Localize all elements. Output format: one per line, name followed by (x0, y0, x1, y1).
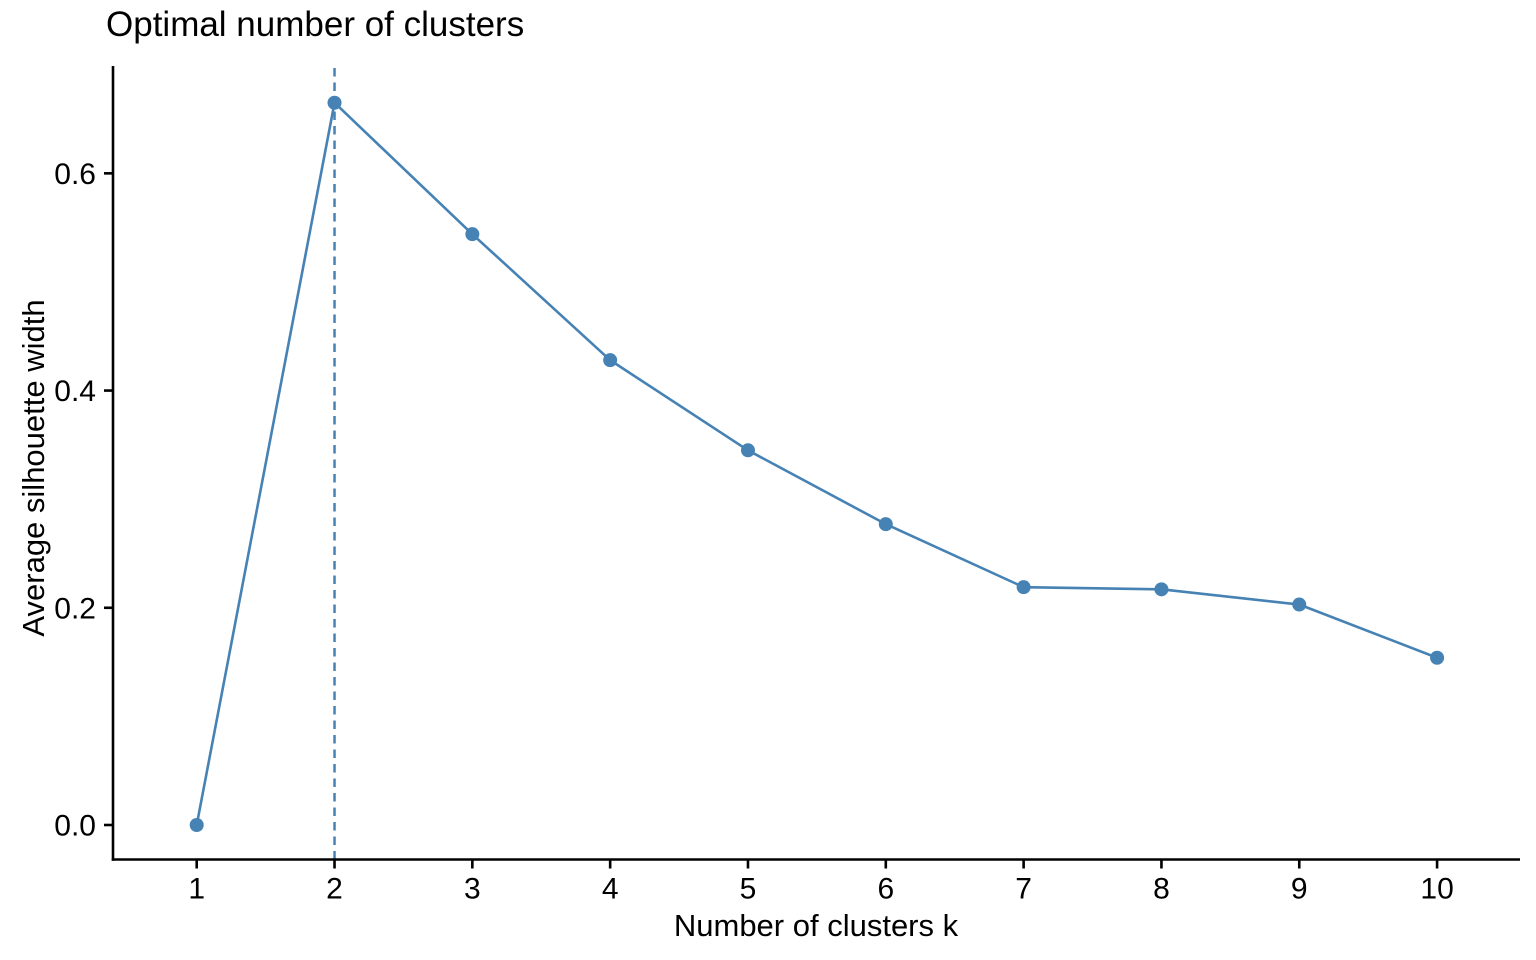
x-tick-label: 2 (326, 873, 343, 906)
x-tick-label: 5 (740, 873, 757, 906)
data-point-k5 (740, 443, 755, 458)
y-tick-label: 0.4 (54, 375, 96, 408)
x-tick-label: 9 (1291, 873, 1308, 906)
silhouette-line (195, 101, 1438, 826)
y-tick-label: 0.0 (54, 810, 96, 843)
x-tick-label: 4 (602, 873, 619, 906)
data-point-k6 (878, 517, 893, 532)
y-tick-label: 0.2 (54, 592, 96, 625)
x-tick-label: 10 (1420, 873, 1453, 906)
data-point-k8 (1154, 582, 1169, 597)
x-tick-label: 7 (1015, 873, 1032, 906)
data-point-k1 (189, 818, 204, 832)
data-point-k2 (327, 95, 342, 110)
y-tick-label: 0.6 (54, 158, 96, 191)
x-tick-label: 8 (1153, 873, 1170, 906)
x-tick-label: 6 (877, 873, 894, 906)
plot-title: Optimal number of clusters (106, 5, 525, 44)
x-tick-label: 3 (464, 873, 481, 906)
data-point-k4 (603, 353, 618, 368)
data-point-k10 (1430, 650, 1445, 665)
data-point-k9 (1292, 597, 1307, 612)
data-point-k7 (1016, 580, 1031, 595)
x-axis-title: Number of clusters k (673, 908, 959, 943)
data-point-k3 (465, 227, 480, 242)
x-tick-label: 1 (188, 873, 205, 906)
